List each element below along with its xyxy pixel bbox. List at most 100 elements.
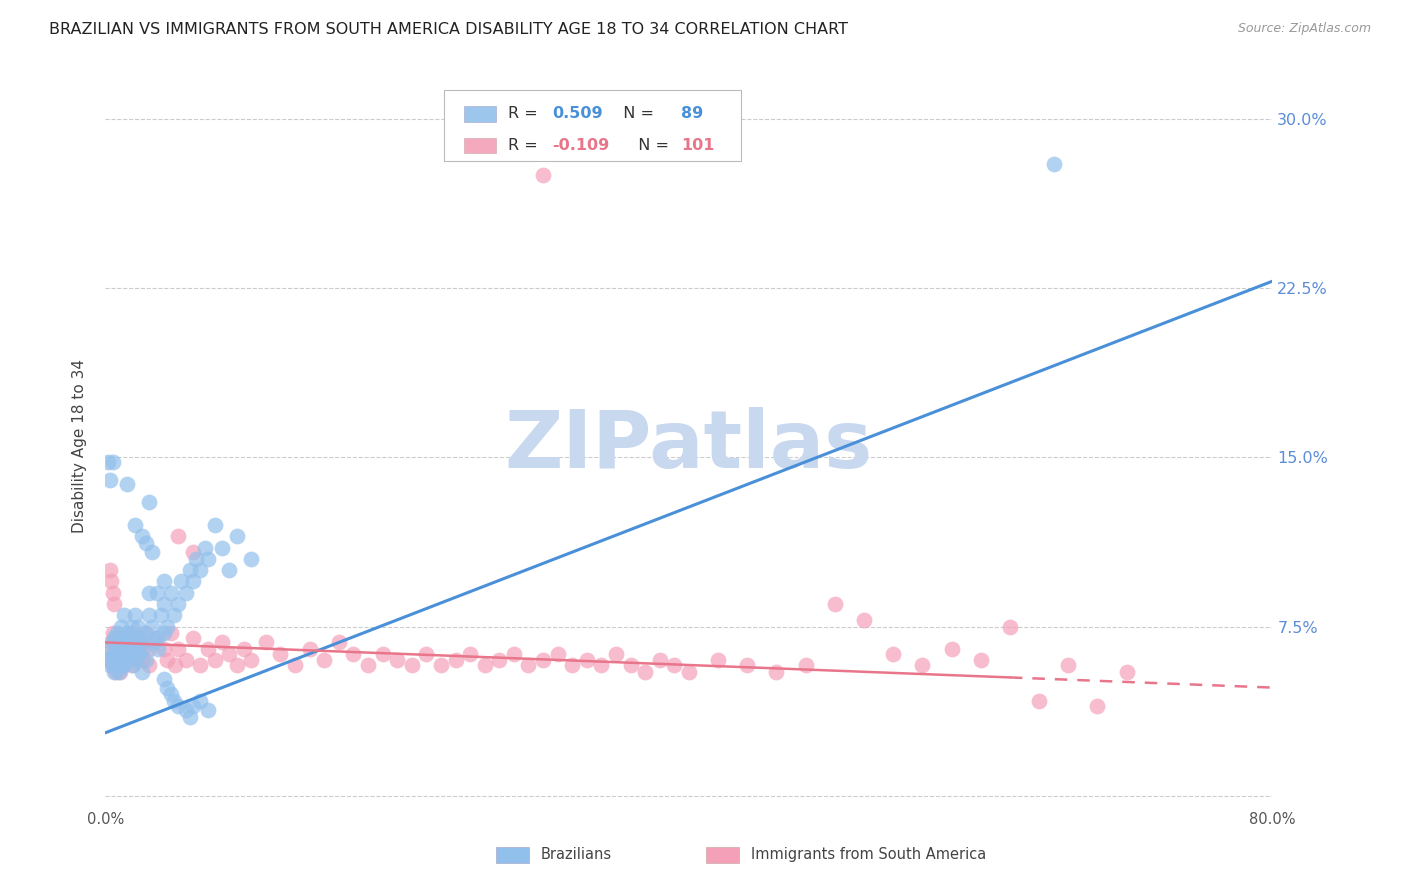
Point [104,642,127,657]
Point [160,687,183,701]
Point [174,703,197,717]
Point [882,647,904,661]
Point [135,536,157,550]
Point [163,694,186,708]
Point [474,658,496,673]
Point [103,648,125,663]
FancyBboxPatch shape [464,137,496,153]
Point [98,563,121,577]
Point [141,545,163,559]
Point [707,653,730,667]
Text: BRAZILIAN VS IMMIGRANTS FROM SOUTH AMERICA DISABILITY AGE 18 TO 34 CORRELATION C: BRAZILIAN VS IMMIGRANTS FROM SOUTH AMERI… [49,22,848,37]
Text: N =: N = [613,106,659,121]
Point [120,647,142,661]
Point [107,642,129,657]
Point [163,608,186,623]
Point [254,635,277,649]
Text: 0.509: 0.509 [553,106,603,121]
Point [156,653,179,667]
Point [160,586,183,600]
Text: R =: R = [508,106,543,121]
Point [101,635,124,649]
Point [97,455,120,469]
Point [342,647,364,661]
Point [941,642,963,657]
Point [128,647,150,661]
Point [1115,665,1137,679]
Point [117,653,139,667]
Point [160,626,183,640]
Point [121,658,143,673]
Point [138,495,160,509]
Point [108,658,131,673]
Point [108,635,131,649]
Point [298,642,321,657]
FancyBboxPatch shape [464,106,496,121]
Point [488,653,510,667]
Point [444,653,467,667]
Point [531,168,554,182]
Point [664,658,686,673]
Point [117,626,139,640]
Point [167,698,190,713]
Point [104,665,127,679]
Point [127,619,149,633]
Point [547,647,569,661]
Point [122,631,145,645]
Point [181,574,204,589]
Point [204,518,226,533]
Point [153,626,174,640]
Point [328,635,350,649]
Point [124,518,146,533]
Point [138,642,160,657]
Point [240,653,263,667]
Point [120,642,142,657]
Point [184,552,207,566]
Point [269,647,292,661]
Point [98,658,121,673]
Point [145,631,167,645]
Point [118,653,141,667]
Point [103,665,125,679]
Point [188,694,211,708]
Point [100,642,122,657]
Point [794,658,817,673]
Point [1057,658,1080,673]
Point [605,647,627,661]
Point [204,653,226,667]
Point [107,665,129,679]
Point [240,552,263,566]
Point [211,541,233,555]
Point [194,541,217,555]
Point [149,608,172,623]
Point [105,653,128,667]
Point [135,626,157,640]
Point [142,635,165,649]
Point [167,642,190,657]
Point [121,626,143,640]
Point [678,665,700,679]
FancyBboxPatch shape [496,847,529,863]
Point [138,658,160,673]
Point [141,619,163,633]
Point [105,653,128,667]
Point [575,653,598,667]
Point [101,658,124,673]
Point [218,563,240,577]
Point [153,672,174,686]
Point [167,597,190,611]
Point [181,631,204,645]
Point [233,642,256,657]
Point [145,586,167,600]
Text: Brazilians: Brazilians [541,847,612,862]
FancyBboxPatch shape [444,90,741,161]
Point [124,608,146,623]
Point [197,642,219,657]
Point [153,597,174,611]
Point [115,647,138,661]
Point [98,653,121,667]
Point [181,698,204,713]
Point [765,665,787,679]
Point [531,653,554,667]
Point [225,529,247,543]
